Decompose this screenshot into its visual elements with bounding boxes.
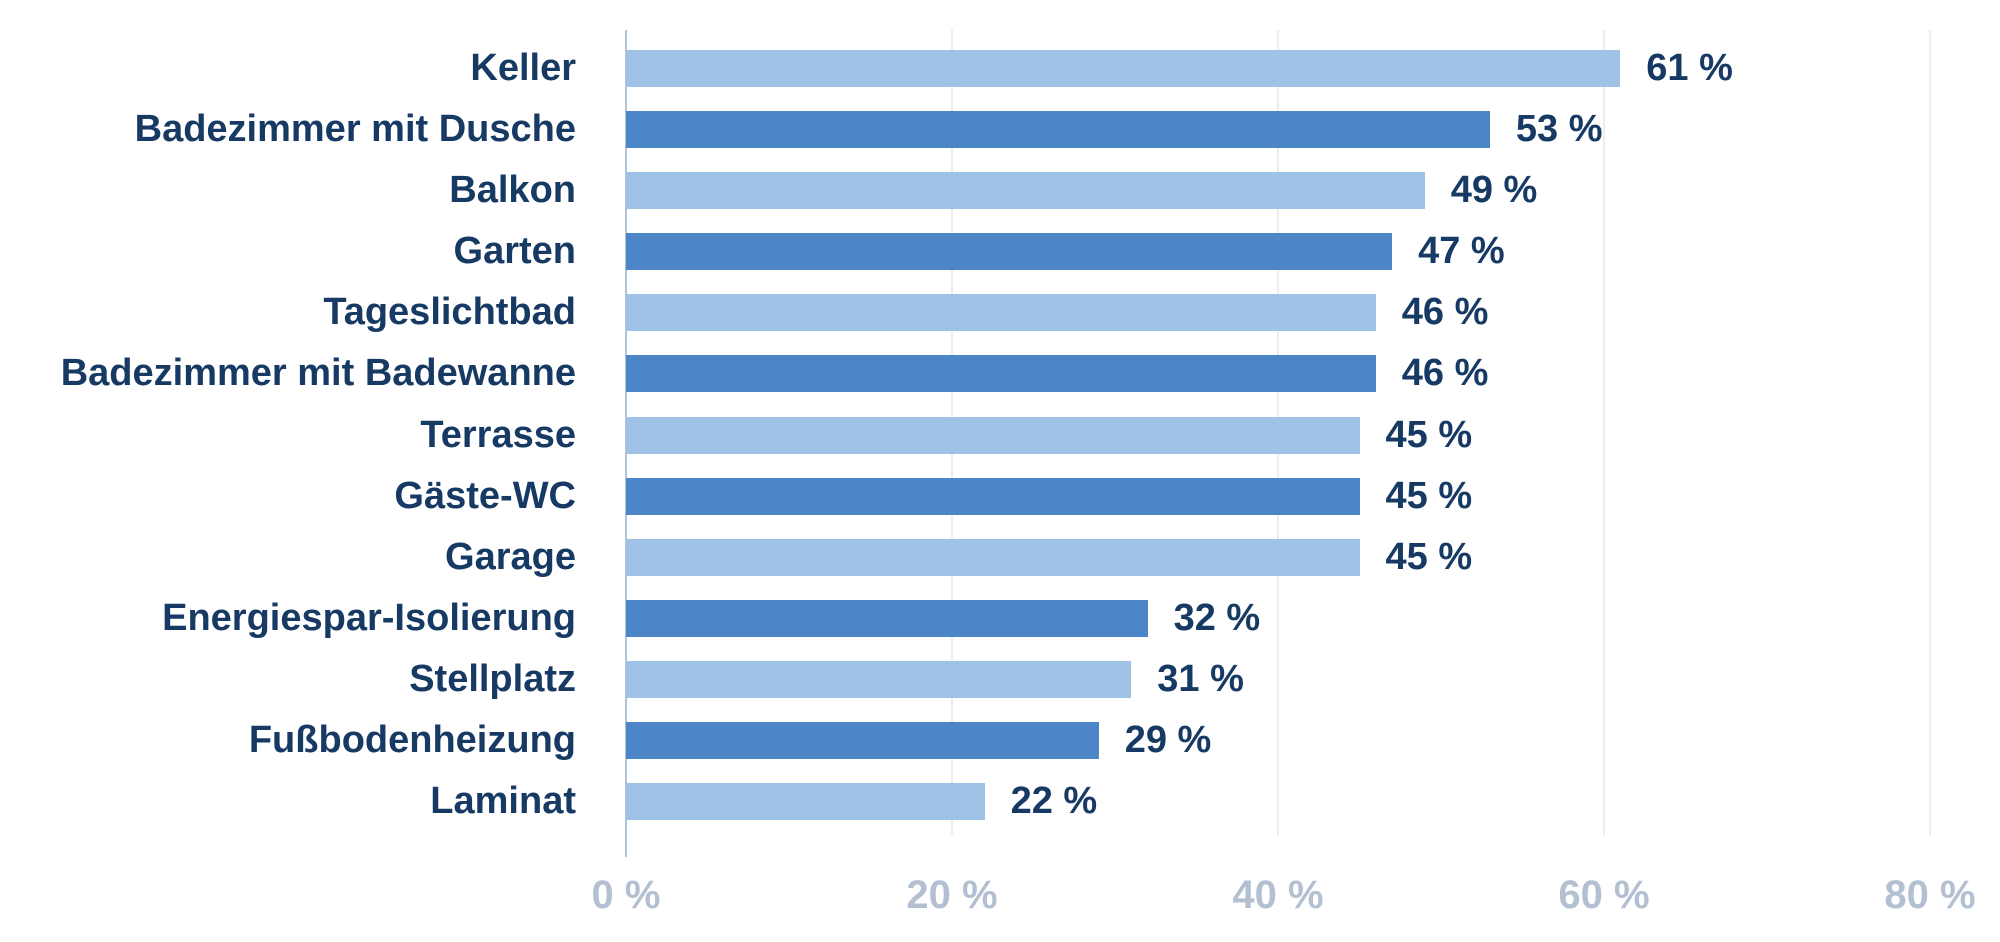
bar bbox=[626, 233, 1393, 271]
bar-row: Terrasse 45 % bbox=[0, 413, 2000, 478]
bar-row: Keller 61 % bbox=[0, 47, 2000, 111]
value-label: 49 % bbox=[1450, 169, 1538, 212]
value-label: 46 % bbox=[1401, 291, 1489, 334]
category-label: Stellplatz bbox=[409, 657, 576, 700]
bar-track: 47 % bbox=[626, 230, 1930, 273]
bar bbox=[626, 355, 1376, 393]
bar bbox=[626, 660, 1132, 698]
bar-track: 45 % bbox=[626, 474, 1930, 517]
category-label-cell: Balkon bbox=[0, 169, 626, 212]
x-tick-label: 60 % bbox=[1558, 873, 1650, 917]
bar bbox=[626, 111, 1490, 149]
category-label: Gäste-WC bbox=[394, 474, 576, 517]
bar bbox=[626, 599, 1148, 637]
value-label: 53 % bbox=[1515, 108, 1603, 151]
category-label-cell: Garten bbox=[0, 230, 626, 273]
bar bbox=[626, 538, 1360, 576]
bar-row: Fußbodenheizung 29 % bbox=[0, 719, 2000, 783]
category-label-cell: Tageslichtbad bbox=[0, 291, 626, 334]
bar-row: Badezimmer mit Dusche 53 % bbox=[0, 108, 2000, 172]
bar bbox=[626, 172, 1425, 210]
value-label: 32 % bbox=[1173, 596, 1261, 639]
category-label-cell: Fußbodenheizung bbox=[0, 719, 626, 762]
category-label-cell: Stellplatz bbox=[0, 657, 626, 700]
value-label: 45 % bbox=[1385, 413, 1473, 456]
bar bbox=[626, 783, 985, 821]
bar-row: Laminat 22 % bbox=[0, 780, 2000, 844]
category-label: Keller bbox=[470, 47, 576, 89]
category-label: Energiespar-Isolierung bbox=[162, 596, 576, 639]
category-label-cell: Badezimmer mit Badewanne bbox=[0, 352, 626, 395]
category-label: Tageslichtbad bbox=[323, 291, 576, 334]
bar bbox=[626, 477, 1360, 515]
category-label-cell: Keller bbox=[0, 47, 626, 89]
category-label-cell: Garage bbox=[0, 535, 626, 578]
bar-row: Energiespar-Isolierung 32 % bbox=[0, 596, 2000, 661]
value-label: 22 % bbox=[1010, 780, 1098, 823]
category-label: Garage bbox=[445, 535, 576, 578]
bar-track: 46 % bbox=[626, 291, 1930, 334]
bar bbox=[626, 722, 1099, 760]
bar-row: Garten 47 % bbox=[0, 230, 2000, 294]
x-tick-label: 0 % bbox=[591, 873, 661, 917]
value-label: 31 % bbox=[1157, 657, 1244, 700]
bar-track: 22 % bbox=[626, 780, 1930, 823]
gridline bbox=[1929, 30, 1931, 835]
bar-track: 46 % bbox=[626, 352, 1930, 395]
category-label-cell: Terrasse bbox=[0, 413, 626, 456]
category-label: Badezimmer mit Dusche bbox=[134, 108, 576, 151]
bar-track: 29 % bbox=[626, 719, 1930, 762]
x-tick-label: 20 % bbox=[906, 873, 998, 917]
bar-rows: Keller 61 % Badezimmer mit Dusche 53 % B… bbox=[0, 30, 2000, 844]
value-label: 45 % bbox=[1385, 535, 1473, 578]
x-tick-label: 40 % bbox=[1232, 873, 1324, 917]
bar-track: 45 % bbox=[626, 535, 1930, 578]
category-label-cell: Badezimmer mit Dusche bbox=[0, 108, 626, 151]
bar-track: 49 % bbox=[626, 169, 1930, 212]
category-label: Balkon bbox=[449, 169, 576, 212]
bar-track: 61 % bbox=[626, 47, 1930, 89]
plot-region: Keller 61 % Badezimmer mit Dusche 53 % B… bbox=[0, 30, 2000, 857]
bar-row: Gäste-WC 45 % bbox=[0, 474, 2000, 539]
bar-track: 53 % bbox=[626, 108, 1930, 151]
category-label: Badezimmer mit Badewanne bbox=[60, 352, 576, 395]
bar-track: 31 % bbox=[626, 657, 1930, 700]
bar-track: 32 % bbox=[626, 596, 1930, 639]
category-label: Terrasse bbox=[420, 413, 576, 456]
value-label: 45 % bbox=[1385, 474, 1473, 517]
bar-row: Garage 45 % bbox=[0, 535, 2000, 600]
category-label: Fußbodenheizung bbox=[248, 719, 576, 762]
bar-row: Badezimmer mit Badewanne 46 % bbox=[0, 352, 2000, 416]
category-label: Garten bbox=[453, 230, 576, 273]
category-label: Laminat bbox=[430, 780, 576, 823]
value-label: 46 % bbox=[1401, 352, 1489, 395]
gridline bbox=[1603, 30, 1605, 835]
x-axis: 0 % 20 % 40 % 60 % 80 % bbox=[592, 857, 1976, 942]
bar-track: 45 % bbox=[626, 413, 1930, 456]
value-label: 29 % bbox=[1124, 719, 1212, 762]
category-label-cell: Laminat bbox=[0, 780, 626, 823]
category-label-cell: Gäste-WC bbox=[0, 474, 626, 517]
bar-row: Balkon 49 % bbox=[0, 169, 2000, 233]
bar-row: Tageslichtbad 46 % bbox=[0, 291, 2000, 355]
bar-row: Stellplatz 31 % bbox=[0, 657, 2000, 722]
bar bbox=[626, 416, 1360, 454]
value-label: 61 % bbox=[1646, 47, 1733, 89]
bar bbox=[626, 294, 1376, 332]
x-tick-label: 80 % bbox=[1884, 873, 1976, 917]
bar bbox=[626, 50, 1621, 87]
category-label-cell: Energiespar-Isolierung bbox=[0, 596, 626, 639]
value-label: 47 % bbox=[1418, 230, 1505, 273]
